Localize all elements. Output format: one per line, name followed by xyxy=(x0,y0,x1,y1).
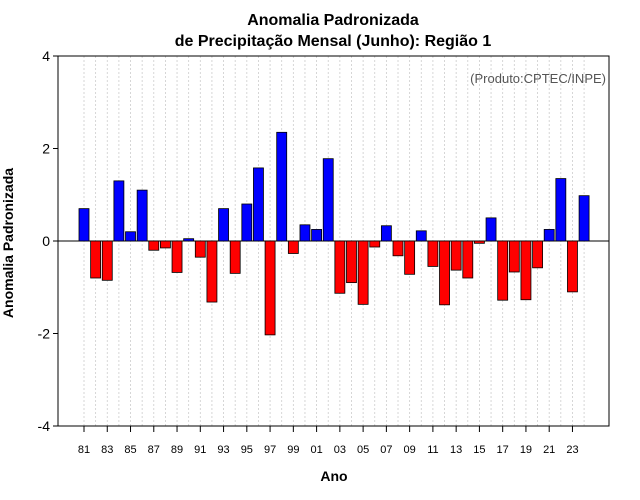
bar-81 xyxy=(78,208,90,242)
bar-98 xyxy=(276,131,288,242)
x-axis-label: Ano xyxy=(320,468,347,484)
x-tick-label: 21 xyxy=(543,444,555,456)
bar-90 xyxy=(183,238,195,242)
bars xyxy=(78,131,590,336)
bar-03 xyxy=(334,240,346,294)
x-tick-label: 97 xyxy=(264,444,276,456)
x-tick-label: 19 xyxy=(520,444,532,456)
x-tick-label: 87 xyxy=(148,444,160,456)
x-tick-label: 95 xyxy=(241,444,253,456)
y-tick-label: 0 xyxy=(42,233,50,249)
bar-86 xyxy=(136,189,148,242)
bar-08 xyxy=(392,240,404,257)
bar-16 xyxy=(485,217,497,242)
bar-96 xyxy=(253,167,264,242)
bar-18 xyxy=(508,240,520,273)
bar-14 xyxy=(462,240,474,279)
bar-22 xyxy=(555,178,567,242)
bar-94 xyxy=(229,240,241,274)
bar-84 xyxy=(113,180,125,242)
bar-00 xyxy=(299,224,311,242)
bar-19 xyxy=(520,240,532,301)
chart-title: Anomalia Padronizada xyxy=(247,12,419,29)
bar-21 xyxy=(543,229,555,242)
x-tick-label: 91 xyxy=(194,444,206,456)
plot-border xyxy=(57,55,610,427)
x-tick-label: 81 xyxy=(78,444,90,456)
x-tick-label: 89 xyxy=(171,444,183,456)
bar-02 xyxy=(322,158,334,242)
x-tick-label: 93 xyxy=(217,444,229,456)
bar-97 xyxy=(264,240,276,336)
bar-23 xyxy=(567,240,578,293)
bar-17 xyxy=(497,240,509,301)
x-tick-label: 13 xyxy=(450,444,462,456)
x-axis: 81 83 85 87 89 91 93 95 97 99 01 03 05 07 09 11 13 15 17 19… xyxy=(78,426,579,456)
bar-20 xyxy=(532,240,543,269)
y-axis-label: Anomalia Padronizada xyxy=(0,168,16,318)
credit-text: (Produto:CPTEC/INPE) xyxy=(470,71,606,86)
bar-88 xyxy=(160,240,171,249)
bar-15 xyxy=(474,240,485,244)
bar-07 xyxy=(380,225,392,242)
y-axis: -4 -2 0 2 4 xyxy=(38,48,58,434)
bar-12 xyxy=(439,240,450,306)
x-tick-label: 03 xyxy=(334,444,346,456)
x-tick-label: 17 xyxy=(497,444,509,456)
bar-85 xyxy=(125,231,136,242)
bar-06 xyxy=(369,240,381,248)
x-tick-label: 09 xyxy=(404,444,416,456)
x-tick-label: 83 xyxy=(101,444,113,456)
x-tick-label: 85 xyxy=(124,444,136,456)
bar-05 xyxy=(357,240,369,305)
x-tick-label: 05 xyxy=(357,444,369,456)
bar-01 xyxy=(311,229,323,242)
bar-11 xyxy=(427,240,439,267)
bar-10 xyxy=(415,230,427,242)
bar-13 xyxy=(450,240,462,271)
y-tick-label: 2 xyxy=(42,141,50,157)
bar-99 xyxy=(287,240,299,254)
x-tick-label: 15 xyxy=(473,444,485,456)
x-tick-label: 23 xyxy=(566,444,578,456)
x-tick-label: 99 xyxy=(287,444,299,456)
y-tick-label: -2 xyxy=(38,326,51,342)
bar-04 xyxy=(346,240,357,284)
bar-83 xyxy=(101,240,113,281)
bar-91 xyxy=(194,240,206,258)
x-tick-label: 07 xyxy=(380,444,392,456)
x-tick-label: 01 xyxy=(310,444,322,456)
bar-82 xyxy=(90,240,102,279)
y-tick-label: -4 xyxy=(38,418,51,434)
bar-24 xyxy=(578,195,590,242)
bar-89 xyxy=(171,240,183,273)
chart-subtitle: de Precipitação Mensal (Junho): Região 1 xyxy=(175,33,492,50)
bar-92 xyxy=(206,240,218,303)
bar-87 xyxy=(148,240,160,251)
x-tick-label: 11 xyxy=(427,444,438,456)
y-tick-label: 4 xyxy=(42,48,50,64)
bar-09 xyxy=(404,240,416,275)
bar-95 xyxy=(241,203,253,242)
bar-93 xyxy=(218,208,229,242)
